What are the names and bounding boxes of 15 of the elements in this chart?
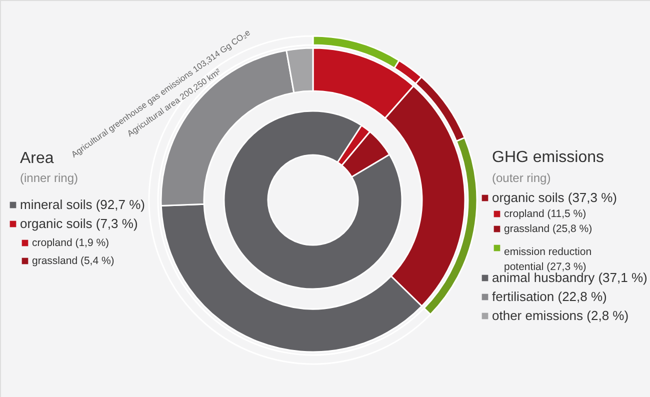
legend-label: emission reduction potential (27,3 %) (504, 246, 592, 273)
text: (outer ring) (492, 171, 551, 185)
legend-label: mineral soils (92,7 %) (20, 197, 145, 212)
legend-label: fertilisation (22,8 %) (492, 289, 607, 304)
legend-label: cropland (11,5 %) (504, 208, 586, 220)
legend-label: cropland (1,9 %) (32, 237, 110, 249)
text: Area (20, 150, 54, 167)
legend-label: grassland (25,8 %) (504, 223, 592, 235)
text: organic soils (7,3 %) (20, 216, 138, 231)
legend-label: grassland (5,4 %) (32, 255, 114, 267)
legend-label: other emissions (2,8 %) (492, 308, 629, 323)
donut-slice (223, 110, 403, 290)
text: organic soils (37,3 %) (492, 190, 617, 205)
text: GHG emissions (492, 149, 604, 166)
text: (inner ring) (20, 171, 78, 185)
